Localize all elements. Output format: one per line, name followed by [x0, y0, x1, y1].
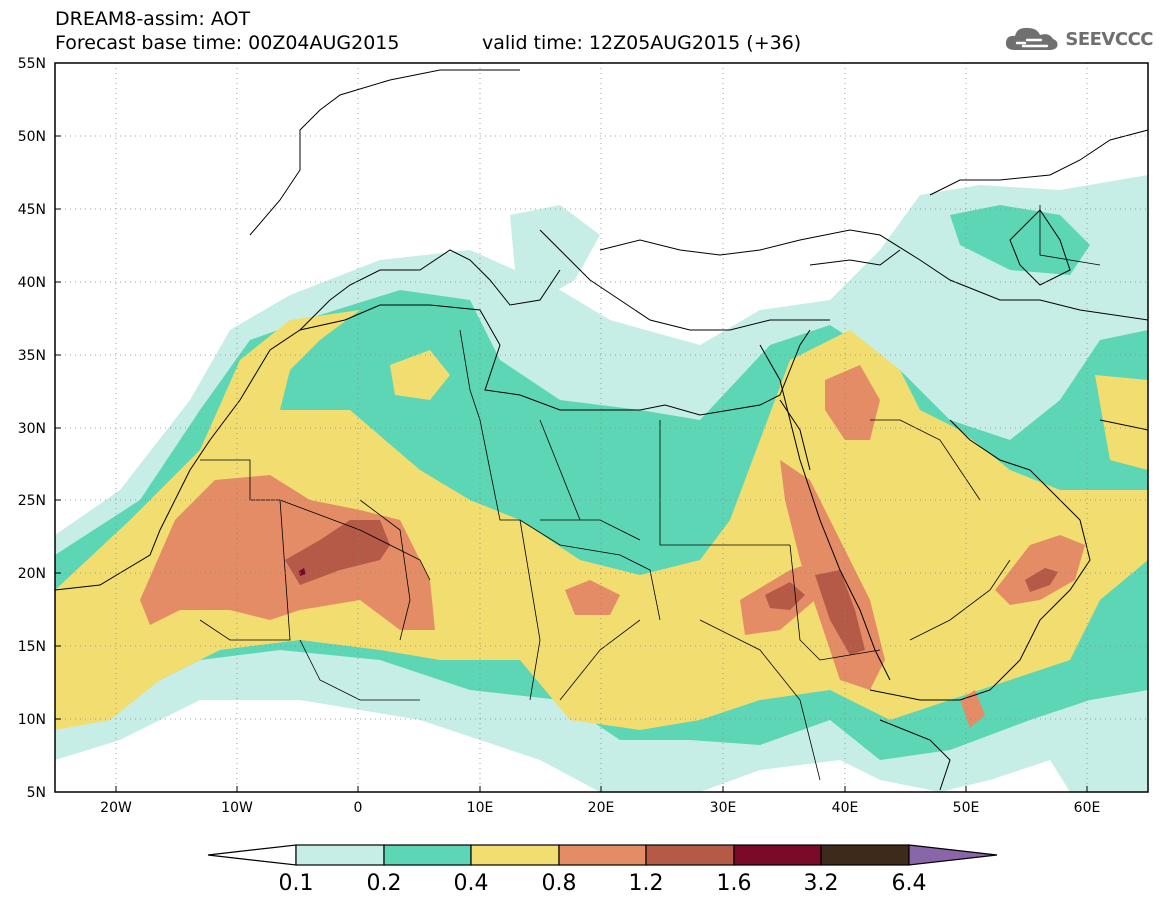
- graticule: [55, 63, 1148, 792]
- lat-label: 10N: [18, 712, 46, 728]
- logo-text: SEEVCCC: [1065, 28, 1153, 50]
- colorbar-segment: [558, 844, 647, 866]
- colorbar-segment: [820, 844, 910, 866]
- country-borders: [199, 205, 1101, 781]
- tick-marks: [55, 62, 1088, 793]
- lon-label: 60E: [1074, 800, 1101, 816]
- valid-time: valid time: 12Z05AUG2015 (+36): [482, 32, 802, 54]
- lon-label: 30E: [710, 800, 737, 816]
- lat-label: 5N: [27, 785, 46, 801]
- colorbar-low-arrow: [207, 844, 297, 866]
- colorbar-segment: [383, 844, 472, 866]
- colorbar-segment: [645, 844, 735, 866]
- aot-0-1-balkans: [510, 205, 600, 300]
- colorbar-label: 1.2: [629, 871, 664, 896]
- lon-label: 20E: [588, 800, 615, 816]
- aot-1-2-eritrea: [815, 570, 865, 655]
- colorbar-label: 0.1: [279, 871, 314, 896]
- colorbar-high-arrow: [908, 844, 998, 866]
- aot-1-2-mali: [285, 520, 390, 585]
- forecast-base-time: Forecast base time: 00Z04AUG2015: [55, 32, 400, 54]
- aot-0-8-oman: [995, 535, 1085, 605]
- colorbar-label: 0.2: [367, 871, 402, 896]
- aot-0-4-atlas: [390, 350, 450, 400]
- lat-labels: 55N 50N 45N 40N 35N 30N 25N 20N 15N 10N …: [18, 56, 46, 801]
- colorbar-labels: 0.1 0.2 0.4 0.8 1.2 1.6 3.2 6.4: [279, 871, 927, 896]
- colorbar-segment: [733, 844, 822, 866]
- lat-label: 40N: [18, 275, 46, 291]
- lat-label: 20N: [18, 566, 46, 582]
- lon-label: 10W: [221, 800, 253, 816]
- colorbar: [207, 844, 998, 866]
- coastlines: [55, 69, 1148, 791]
- lat-label: 35N: [18, 348, 46, 364]
- lat-label: 55N: [18, 56, 46, 72]
- lon-label: 50E: [953, 800, 980, 816]
- colorbar-label: 0.4: [454, 871, 489, 896]
- aot-0-8-chad: [565, 580, 620, 615]
- colorbar-segment: [295, 844, 385, 866]
- colorbar-label: 0.8: [542, 871, 577, 896]
- lat-label: 45N: [18, 202, 46, 218]
- lon-label: 0: [354, 800, 363, 816]
- lat-label: 15N: [18, 639, 46, 655]
- seevccc-logo: SEEVCCC: [1003, 22, 1153, 56]
- lon-labels: 20W 10W 0 10E 20E 30E 40E 50E 60E: [100, 800, 1100, 816]
- lat-label: 25N: [18, 493, 46, 509]
- aot-1-2-oman: [1025, 568, 1058, 592]
- lon-label: 20W: [100, 800, 132, 816]
- lon-label: 10E: [467, 800, 494, 816]
- aot-field: [55, 63, 1148, 792]
- cloud-icon: [1006, 27, 1058, 50]
- map-title: DREAM8-assim: AOT: [55, 8, 251, 30]
- lat-label: 50N: [18, 129, 46, 145]
- colorbar-segment: [470, 844, 560, 866]
- aot-0-4-gulf: [1095, 375, 1148, 470]
- aot-1-6-spot: [299, 568, 306, 576]
- colorbar-label: 1.6: [717, 871, 752, 896]
- aot-0-8-yemen: [960, 690, 985, 728]
- colorbar-label: 6.4: [892, 871, 927, 896]
- colorbar-label: 3.2: [804, 871, 839, 896]
- aot-0-8-sahara: [140, 475, 435, 630]
- aot-0-8-iraq: [825, 365, 880, 440]
- lat-label: 30N: [18, 421, 46, 437]
- lon-label: 40E: [832, 800, 859, 816]
